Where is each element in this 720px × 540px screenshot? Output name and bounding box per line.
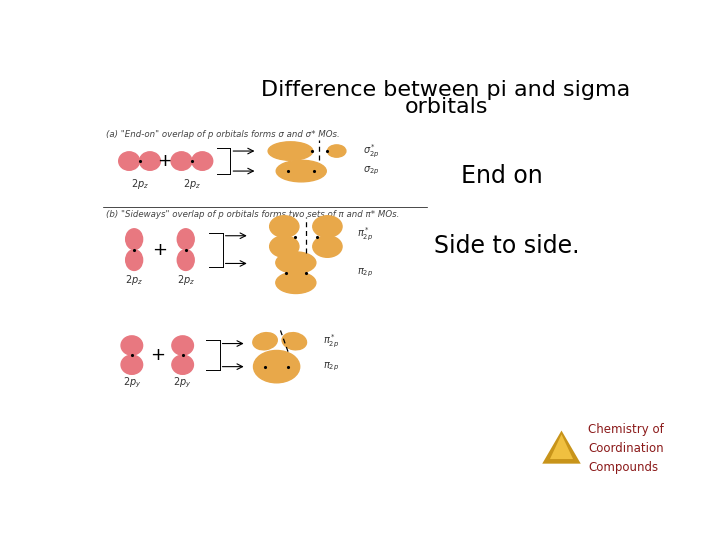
Text: $2p_z$: $2p_z$	[125, 273, 143, 287]
Text: $\pi_{2p}$: $\pi_{2p}$	[323, 360, 339, 373]
Ellipse shape	[126, 249, 143, 271]
Text: (a) "End-on" overlap of p orbitals forms σ and σ* MOs.: (a) "End-on" overlap of p orbitals forms…	[106, 130, 339, 139]
Text: +: +	[152, 241, 167, 259]
Ellipse shape	[276, 252, 316, 273]
Text: (b) "Sideways" overlap of p orbitals forms two sets of π and π* MOs.: (b) "Sideways" overlap of p orbitals for…	[106, 211, 399, 219]
Text: $2p_z$: $2p_z$	[183, 177, 201, 191]
Ellipse shape	[177, 249, 194, 271]
Text: $2p_z$: $2p_z$	[130, 177, 148, 191]
Text: End on: End on	[462, 165, 543, 188]
Ellipse shape	[177, 229, 194, 249]
Ellipse shape	[253, 350, 300, 383]
Ellipse shape	[171, 152, 192, 170]
Ellipse shape	[192, 152, 212, 170]
Text: $2p_z$: $2p_z$	[176, 273, 195, 287]
Ellipse shape	[312, 215, 342, 237]
Ellipse shape	[172, 336, 194, 355]
Text: Difference between pi and sigma: Difference between pi and sigma	[261, 80, 631, 100]
Ellipse shape	[276, 160, 326, 182]
Ellipse shape	[268, 142, 312, 160]
Ellipse shape	[276, 272, 316, 294]
Ellipse shape	[328, 145, 346, 157]
Text: Chemistry of
Coordination
Compounds: Chemistry of Coordination Compounds	[588, 423, 665, 474]
Ellipse shape	[119, 152, 140, 170]
Text: +: +	[150, 346, 165, 364]
Ellipse shape	[121, 336, 143, 355]
Ellipse shape	[312, 236, 342, 257]
Text: $2p_y$: $2p_y$	[174, 376, 192, 390]
Text: orbitals: orbitals	[404, 97, 487, 117]
Text: Side to side.: Side to side.	[434, 234, 580, 258]
Ellipse shape	[270, 236, 299, 257]
Ellipse shape	[282, 333, 307, 350]
Ellipse shape	[121, 355, 143, 374]
Text: $2p_y$: $2p_y$	[122, 376, 141, 390]
Text: +: +	[158, 152, 173, 170]
Text: $\pi^*_{2p}$: $\pi^*_{2p}$	[357, 226, 374, 243]
Text: $\pi_{2p}$: $\pi_{2p}$	[357, 267, 374, 279]
Polygon shape	[542, 430, 581, 464]
Polygon shape	[550, 434, 573, 459]
Ellipse shape	[126, 229, 143, 249]
Ellipse shape	[253, 333, 277, 350]
Text: $\sigma^*_{2p}$: $\sigma^*_{2p}$	[363, 143, 379, 160]
Text: $\sigma_{2p}$: $\sigma_{2p}$	[363, 165, 379, 177]
Ellipse shape	[270, 215, 299, 237]
Text: $\pi^*_{2p}$: $\pi^*_{2p}$	[323, 333, 339, 350]
Ellipse shape	[172, 355, 194, 374]
Ellipse shape	[140, 152, 161, 170]
